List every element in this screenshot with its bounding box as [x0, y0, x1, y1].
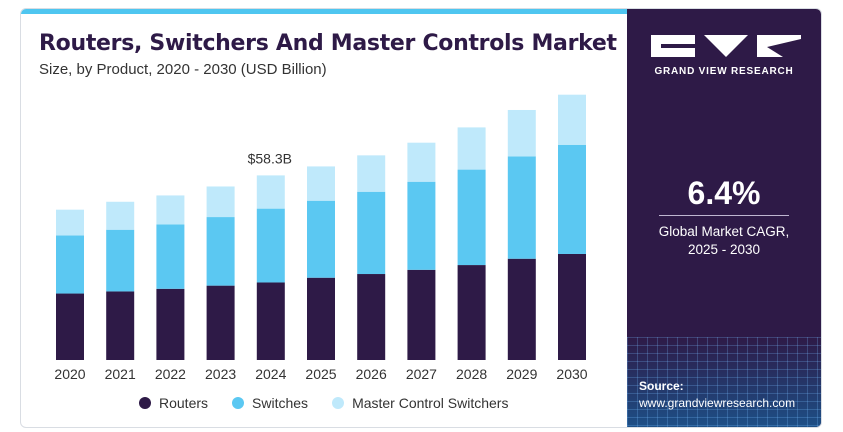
source-url[interactable]: www.grandviewresearch.com [639, 396, 796, 410]
legend-label-switches: Switches [252, 395, 309, 411]
source-label: Source: [639, 379, 684, 393]
bar-routers-2026 [357, 274, 386, 360]
cagr-label-line-2: 2025 - 2030 [687, 242, 761, 257]
bar-master-control-switchers-2028 [457, 127, 486, 170]
bar-master-control-switchers-2026 [357, 155, 386, 192]
cagr-label-line-1: Global Market CAGR, [658, 224, 790, 239]
bar-master-control-switchers-2029 [507, 109, 536, 157]
x-tick-label-2026: 2026 [356, 366, 387, 382]
legend-label-routers: Routers [159, 395, 209, 411]
bar-master-control-switchers-2022 [156, 195, 185, 225]
bar-master-control-switchers-2030 [558, 94, 586, 145]
brand-name: GRAND VIEW RESEARCH [654, 66, 794, 77]
legend-swatch-routers [139, 397, 151, 409]
x-tick-label-2027: 2027 [406, 366, 437, 382]
x-tick-label-2020: 2020 [54, 366, 85, 382]
bar-routers-2022 [156, 288, 185, 360]
side-grid-pattern [627, 337, 821, 427]
legend-item-routers: Routers [139, 395, 208, 411]
cagr-value: 6.4% [687, 175, 761, 211]
x-tick-label-2023: 2023 [205, 366, 236, 382]
bar-switches-2030 [558, 144, 586, 254]
chart-title: Routers, Switchers And Master Controls M… [39, 31, 617, 56]
bar-master-control-switchers-2027 [407, 142, 436, 182]
bar-switches-2027 [407, 181, 436, 270]
legend-swatch-switches [232, 397, 245, 409]
legend-swatch-master [332, 397, 345, 409]
x-tick-label-2025: 2025 [305, 366, 336, 382]
bar-switches-2021 [106, 229, 135, 292]
bar-master-control-switchers-2024 [256, 175, 285, 209]
bar-master-control-switchers-2021 [106, 201, 135, 230]
side-glow [627, 337, 821, 427]
legend-item-master: Master Control Switchers [332, 395, 508, 411]
x-tick-label-2021: 2021 [105, 366, 136, 382]
x-tick-label-2022: 2022 [155, 366, 186, 382]
bar-master-control-switchers-2025 [307, 166, 335, 201]
legend-item-switches: Switches [232, 395, 308, 411]
x-tick-label-2030: 2030 [556, 366, 587, 382]
bar-switches-2025 [307, 200, 335, 278]
bar-switches-2020 [56, 235, 84, 294]
side-panel: GRAND VIEW RESEARCH 6.4% Global Market C… [627, 9, 821, 427]
chart-subtitle: Size, by Product, 2020 - 2030 (USD Billi… [39, 61, 327, 78]
bar-routers-2020 [56, 293, 84, 360]
bar-switches-2029 [507, 156, 536, 259]
bar-switches-2023 [206, 217, 235, 286]
bar-switches-2024 [256, 208, 285, 283]
chart-card: Routers, Switchers And Master Controls M… [20, 8, 822, 428]
bar-switches-2026 [357, 191, 386, 275]
bar-routers-2030 [558, 253, 586, 360]
callout-label: $58.3B [248, 150, 292, 166]
legend-label-master: Master Control Switchers [352, 395, 509, 411]
bar-master-control-switchers-2023 [206, 186, 235, 218]
x-tick-label-2028: 2028 [456, 366, 487, 382]
accent-bar [21, 9, 627, 14]
bar-chart: 2020 2021 2022 2023 $58.3B 2024 2025 2026 2027 20… [54, 94, 588, 382]
bar-routers-2023 [206, 285, 235, 360]
grand-view-research-logo [651, 35, 801, 57]
cagr-label: Global Market CAGR, 2025 - 2030 [627, 223, 821, 259]
x-tick-label-2029: 2029 [506, 366, 537, 382]
bar-routers-2028 [457, 265, 486, 360]
x-tick-label-2024: 2024 [255, 366, 286, 382]
cagr-divider [659, 215, 789, 216]
bar-master-control-switchers-2020 [56, 209, 84, 236]
bar-switches-2028 [457, 169, 486, 266]
bar-routers-2029 [507, 258, 536, 360]
bar-routers-2027 [407, 269, 436, 360]
bar-routers-2024 [256, 282, 285, 360]
bar-routers-2025 [307, 277, 335, 360]
legend: Routers Switches Master Control Switcher… [139, 395, 508, 411]
bar-routers-2021 [106, 291, 135, 360]
bar-switches-2022 [156, 224, 185, 289]
